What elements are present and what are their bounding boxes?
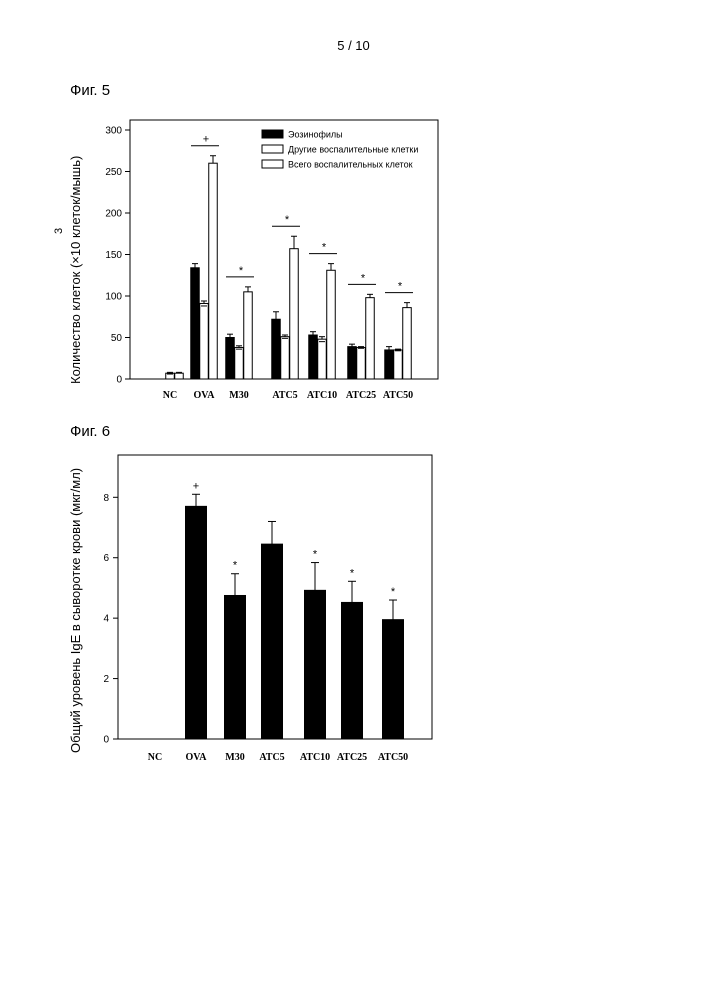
x-category-label: ATC10 bbox=[300, 752, 330, 763]
bar-OVA bbox=[186, 506, 207, 739]
significance-marker: * bbox=[313, 549, 318, 561]
y-tick-label: 6 bbox=[103, 553, 109, 564]
significance-marker: * bbox=[233, 560, 238, 572]
y-tick-label: 4 bbox=[103, 614, 109, 625]
y-tick-label: 2 bbox=[103, 674, 109, 685]
bar-M30 bbox=[225, 595, 246, 739]
x-category-label: OVA bbox=[186, 752, 208, 763]
significance-marker: * bbox=[391, 586, 396, 598]
y-tick-label: 0 bbox=[103, 735, 109, 746]
bar-ATC10 bbox=[305, 590, 326, 739]
bar-ATC25 bbox=[342, 602, 363, 739]
bar-ATC5 bbox=[262, 544, 283, 739]
x-category-label: NC bbox=[148, 752, 162, 763]
x-category-label: ATC50 bbox=[378, 752, 408, 763]
significance-marker: * bbox=[350, 567, 355, 579]
significance-marker: + bbox=[193, 480, 199, 492]
bar-ATC50 bbox=[383, 620, 404, 739]
y-tick-label: 8 bbox=[103, 493, 109, 504]
x-category-label: ATC25 bbox=[337, 752, 367, 763]
x-category-label: ATC5 bbox=[259, 752, 284, 763]
x-category-label: M30 bbox=[225, 752, 244, 763]
